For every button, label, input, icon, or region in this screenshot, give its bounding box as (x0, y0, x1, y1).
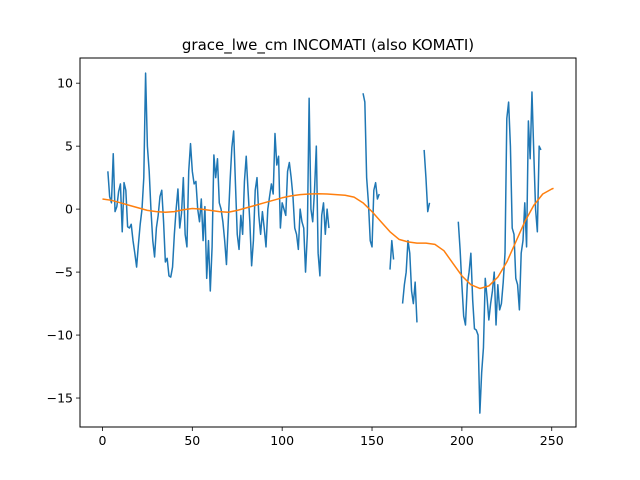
y-tick-label: −15 (47, 391, 73, 406)
series-line-7 (102, 187, 554, 290)
x-tick-label: 150 (360, 433, 384, 448)
chart-title: grace_lwe_cm INCOMATI (also KOMATI) (182, 36, 474, 55)
x-tick-label: 250 (540, 433, 564, 448)
axes-layer: 0 50 100 150 200 250 −15 −10 −5 0 5 10 (47, 76, 564, 448)
x-tick-label: 200 (450, 433, 474, 448)
y-tick-label: −5 (55, 265, 73, 280)
y-tick-label: 0 (65, 202, 73, 217)
series-line-1 (107, 72, 330, 292)
series-line-3 (389, 239, 395, 270)
series-line-4 (401, 239, 418, 323)
x-tick-label: 100 (270, 433, 294, 448)
y-tick-label: −10 (47, 328, 73, 343)
series-layer (102, 72, 554, 414)
x-tick-label: 50 (184, 433, 200, 448)
y-tick-label: 10 (57, 76, 73, 91)
y-tick-label: 5 (65, 139, 73, 154)
series-line-2 (362, 93, 380, 248)
plot-frame (79, 57, 577, 428)
series-line-6 (457, 91, 542, 414)
plot-area (80, 58, 576, 427)
x-tick-label: 0 (98, 433, 106, 448)
series-line-5 (423, 149, 431, 213)
